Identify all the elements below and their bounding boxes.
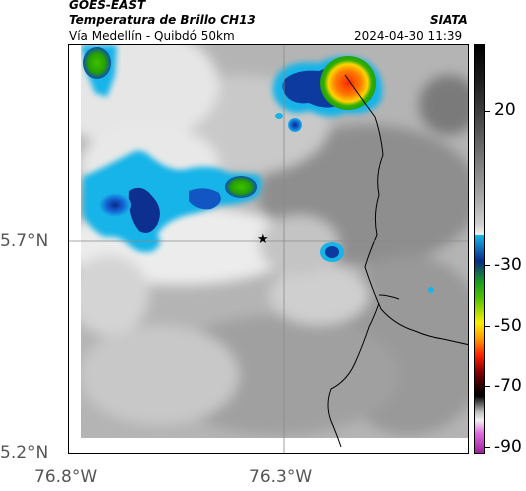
datetime-label: 2024-04-30 11:39 <box>354 29 463 43</box>
cloud-speck-east <box>428 287 434 293</box>
location-star-icon[interactable]: ★ <box>257 232 269 247</box>
department-boundary <box>327 74 468 448</box>
product-title: Temperatura de Brillo CH13 <box>69 13 256 27</box>
temperature-colorbar <box>474 44 485 454</box>
colorbar-tick <box>485 386 490 387</box>
colorbar-tick <box>485 326 490 327</box>
route-subtitle: Vía Medellín - Quibdó 50km <box>69 29 235 43</box>
colorbar-label: -30 <box>494 255 522 275</box>
colorbar-label: 20 <box>494 100 516 120</box>
satellite-name: GOES-EAST <box>69 0 146 12</box>
convective-cell-north <box>272 56 383 132</box>
y-tick-label: 5.2°N <box>0 443 49 463</box>
map-left-margin <box>69 45 81 453</box>
cloud-top-left <box>81 45 117 97</box>
colorbar-tick <box>485 447 490 448</box>
organization-label: SIATA <box>430 13 468 27</box>
y-tick-label: 5.7°N <box>0 231 49 251</box>
colorbar-label: -90 <box>494 437 522 457</box>
x-tick-label: 76.3°W <box>249 467 313 487</box>
colorbar-tick <box>485 265 490 266</box>
cloud-band-west <box>83 150 262 253</box>
colorbar-tick <box>485 111 490 112</box>
colorbar-label: -50 <box>494 316 522 336</box>
x-tick-label: 76.8°W <box>34 467 98 487</box>
map-bottom-margin <box>69 438 468 453</box>
satellite-map[interactable]: ★ <box>68 44 469 454</box>
colorbar-label: -70 <box>494 376 522 396</box>
cloud-cell-center <box>320 242 344 262</box>
